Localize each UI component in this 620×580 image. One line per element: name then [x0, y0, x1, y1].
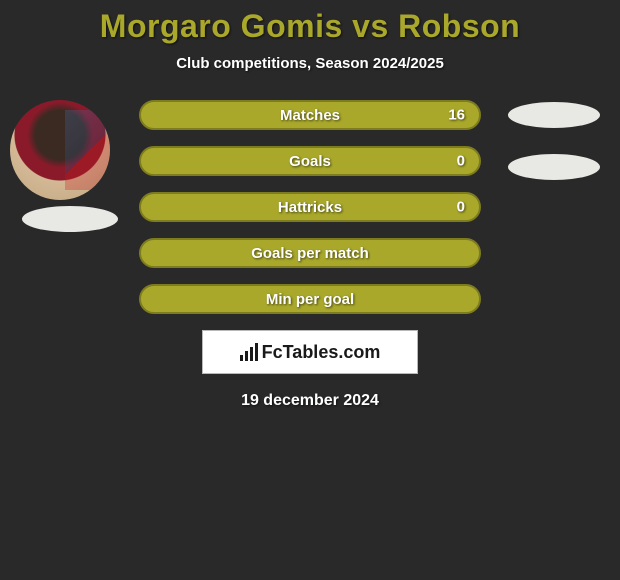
stat-value: 16	[448, 107, 465, 124]
stat-label: Min per goal	[266, 291, 354, 308]
stat-label: Matches	[280, 107, 340, 124]
stat-row: Matches 16	[139, 100, 481, 130]
stat-oval-left	[22, 206, 118, 232]
stat-row: Min per goal	[139, 284, 481, 314]
page-title: Morgaro Gomis vs Robson	[0, 8, 620, 45]
subtitle: Club competitions, Season 2024/2025	[0, 55, 620, 72]
stat-bar-min-per-goal: Min per goal	[139, 284, 481, 314]
stat-oval-right	[508, 154, 600, 180]
stat-value: 0	[457, 199, 465, 216]
stat-row: Hattricks 0	[139, 192, 481, 222]
stat-bars: Matches 16 Goals 0 Hattricks 0 Goals per	[139, 100, 481, 314]
infographic: Morgaro Gomis vs Robson Club competition…	[0, 0, 620, 410]
stat-row: Goals 0	[139, 146, 481, 176]
stat-label: Goals per match	[251, 245, 369, 262]
stat-label: Goals	[289, 153, 331, 170]
stat-bar-matches: Matches 16	[139, 100, 481, 130]
bar-chart-icon	[240, 343, 258, 361]
brand-badge: FcTables.com	[202, 330, 418, 374]
date-label: 19 december 2024	[0, 392, 620, 410]
stat-bar-goals-per-match: Goals per match	[139, 238, 481, 268]
stat-value: 0	[457, 153, 465, 170]
stat-label: Hattricks	[278, 199, 342, 216]
brand-text: FcTables.com	[262, 342, 381, 363]
stat-bar-goals: Goals 0	[139, 146, 481, 176]
stat-bar-hattricks: Hattricks 0	[139, 192, 481, 222]
player-avatar-left	[10, 100, 110, 200]
stat-row: Goals per match	[139, 238, 481, 268]
stat-oval-right	[508, 102, 600, 128]
stats-area: Matches 16 Goals 0 Hattricks 0 Goals per	[0, 100, 620, 410]
